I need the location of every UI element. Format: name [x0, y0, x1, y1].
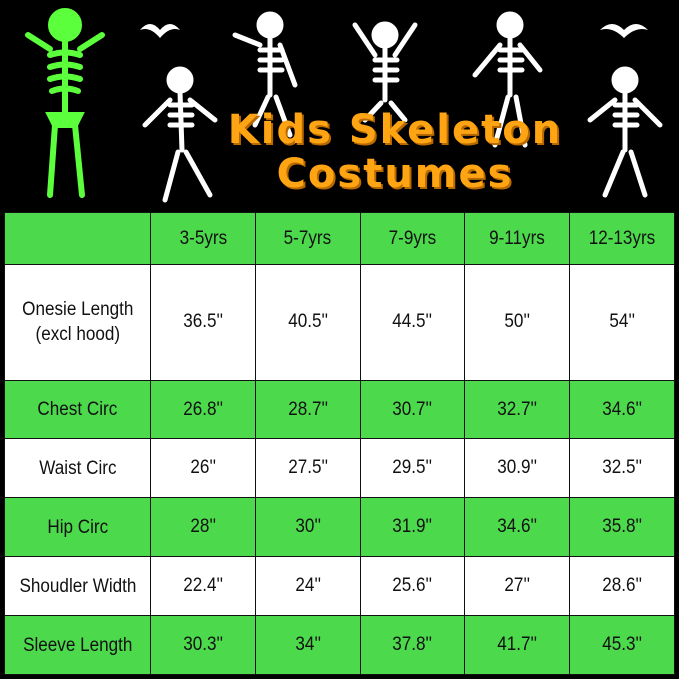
value-cell: 26.8'' [150, 379, 256, 440]
value-cell-text: 32.5'' [602, 457, 642, 479]
value-cell-text: 40.5'' [287, 311, 328, 333]
value-cell-text: 32.7'' [497, 398, 538, 420]
value-cell-text: 44.5'' [392, 311, 433, 333]
value-cell-text: 30.7'' [392, 398, 433, 420]
value-cell: 28.7'' [254, 379, 361, 440]
bat-icon [140, 24, 180, 38]
banner-title: Kids Skeleton Costumes [227, 107, 563, 197]
row-label-text: Hip Circ [47, 516, 108, 538]
row-label-text: Sleeve Length [22, 634, 133, 656]
row-label: Waist Circ [4, 438, 151, 499]
value-cell-text: 35.8'' [602, 516, 642, 538]
row-label-text: Waist Circ [38, 457, 117, 479]
value-cell: 40.5'' [254, 264, 361, 381]
value-cell-text: 27.5'' [287, 457, 328, 479]
column-header-text: 12-13yrs [588, 227, 656, 249]
table-row: Sleeve Length 30.3'' 34'' 37.8'' 41.7'' 45.3'… [4, 615, 675, 675]
value-cell: 44.5'' [359, 264, 466, 381]
table-row: Hip Circ 28'' 30'' 31.9'' 34.6'' 35.8'' [4, 497, 675, 558]
value-cell-text: 25.6'' [392, 575, 433, 597]
row-label: Hip Circ [4, 497, 151, 558]
value-cell: 31.9'' [359, 497, 466, 558]
value-cell-text: 30'' [294, 516, 321, 538]
value-cell: 34.6'' [464, 497, 571, 558]
value-cell: 30.9'' [464, 438, 571, 499]
value-cell: 27.5'' [254, 438, 361, 499]
row-label-text: Chest Circ [37, 399, 118, 421]
value-cell-text: 30.9'' [497, 457, 538, 479]
value-cell: 30.7'' [359, 379, 466, 440]
value-cell: 30.3'' [150, 615, 256, 675]
column-header-text: 5-7yrs [283, 227, 332, 249]
value-cell: 36.5'' [150, 264, 256, 381]
value-cell-text: 28'' [190, 516, 216, 538]
value-cell-text: 36.5'' [182, 311, 223, 333]
column-header-text: 3-5yrs [179, 227, 227, 249]
row-label: Sleeve Length [4, 615, 151, 675]
value-cell-text: 34.6'' [602, 398, 642, 420]
table-row: Onesie Length (excl hood) 36.5'' 40.5'' 44.5… [4, 264, 675, 381]
value-cell-text: 24'' [294, 575, 321, 597]
table-row: Waist Circ 26'' 27.5'' 29.5'' 30.9'' 32.5'' [4, 438, 675, 499]
header-row: 3-5yrs 5-7yrs 7-9yrs 9-11yrs 12-13yrs [4, 211, 675, 266]
value-cell-text: 34'' [294, 634, 321, 656]
row-label: Onesie Length (excl hood) [4, 264, 151, 381]
value-cell-text: 31.9'' [392, 516, 433, 538]
column-header: 12-13yrs [569, 211, 675, 266]
value-cell: 45.3'' [569, 615, 675, 675]
size-chart-table: 3-5yrs 5-7yrs 7-9yrs 9-11yrs 12-13yrs Onesie … [4, 211, 675, 675]
value-cell-text: 27'' [504, 575, 531, 597]
table-row: Chest Circ 26.8'' 28.7'' 30.7'' 32.7'' 34.6'' [4, 379, 675, 440]
banner: Kids Skeleton Costumes [0, 0, 679, 212]
value-cell: 22.4'' [150, 556, 256, 617]
value-cell: 34'' [254, 615, 361, 675]
value-cell-text: 50'' [504, 311, 531, 333]
value-cell: 29.5'' [359, 438, 466, 499]
value-cell-text: 37.8'' [392, 634, 433, 656]
value-cell-text: 45.3'' [602, 634, 642, 656]
value-cell: 24'' [254, 556, 361, 617]
value-cell: 41.7'' [464, 615, 571, 675]
column-header: 3-5yrs [150, 211, 256, 266]
column-header [4, 211, 151, 266]
row-label-text: Onesie Length (excl hood) [21, 299, 134, 346]
column-header-text: 7-9yrs [388, 227, 437, 249]
column-header: 5-7yrs [254, 211, 361, 266]
value-cell: 26'' [150, 438, 256, 499]
value-cell: 30'' [254, 497, 361, 558]
glowing-skeleton-icon [25, 8, 105, 198]
value-cell: 37.8'' [359, 615, 466, 675]
row-label: Shoudler Width [4, 556, 151, 617]
dancing-skeleton-icon [140, 11, 663, 203]
value-cell-text: 26.8'' [182, 398, 223, 420]
value-cell: 50'' [464, 264, 571, 381]
value-cell: 32.7'' [464, 379, 571, 440]
value-cell-text: 34.6'' [497, 516, 538, 538]
value-cell-text: 28.6'' [602, 575, 642, 597]
column-header: 7-9yrs [359, 211, 466, 266]
value-cell-text: 41.7'' [497, 634, 538, 656]
value-cell: 28'' [150, 497, 256, 558]
column-header-text: 9-11yrs [489, 227, 546, 249]
value-cell-text: 28.7'' [287, 398, 328, 420]
table-row: Shoudler Width 22.4'' 24'' 25.6'' 27'' 28.6'' [4, 556, 675, 617]
value-cell-text: 30.3'' [182, 634, 223, 656]
value-cell: 25.6'' [359, 556, 466, 617]
row-label: Chest Circ [4, 379, 151, 440]
value-cell-text: 29.5'' [392, 457, 433, 479]
value-cell-text: 26'' [190, 457, 216, 479]
row-label-text: Shoudler Width [19, 575, 136, 597]
value-cell-text: 54'' [609, 311, 635, 333]
value-cell: 54'' [569, 264, 675, 381]
value-cell: 27'' [464, 556, 571, 617]
value-cell-text: 22.4'' [182, 575, 223, 597]
value-cell: 28.6'' [569, 556, 675, 617]
bat-icon [600, 24, 648, 38]
value-cell: 34.6'' [569, 379, 675, 440]
column-header: 9-11yrs [464, 211, 571, 266]
value-cell: 35.8'' [569, 497, 675, 558]
value-cell: 32.5'' [569, 438, 675, 499]
